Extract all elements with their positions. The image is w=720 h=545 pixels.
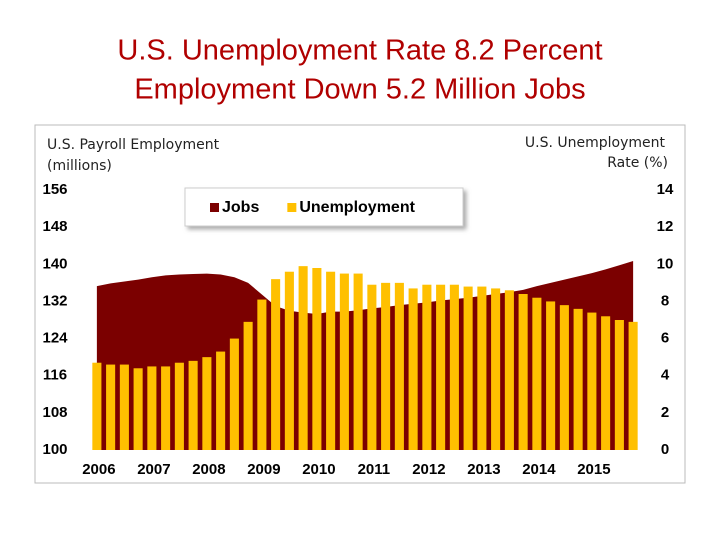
bar — [559, 305, 569, 450]
x-tick-label: 2008 — [192, 461, 225, 478]
x-tick-label: 2014 — [522, 461, 556, 478]
chart-title: U.S. Unemployment Rate 8.2 Percent — [117, 35, 602, 67]
y-axis-label: U.S. Payroll Employment — [47, 137, 220, 153]
bar — [367, 284, 377, 450]
y2-tick-label: 0 — [661, 441, 669, 458]
x-tick-label: 2012 — [412, 461, 445, 478]
y-tick-label: 108 — [42, 404, 67, 421]
bar — [339, 273, 349, 450]
y-tick-label: 132 — [42, 292, 67, 309]
bar — [491, 288, 501, 450]
y2-axis-label: Rate (%) — [607, 155, 668, 171]
bar — [394, 282, 404, 450]
y2-tick-label: 6 — [661, 330, 669, 347]
x-tick-label: 2011 — [358, 461, 391, 478]
legend-swatch — [210, 203, 219, 212]
bar — [271, 279, 281, 450]
legend-swatch — [287, 203, 297, 212]
y2-tick-label: 12 — [657, 218, 674, 235]
y-tick-label: 100 — [42, 441, 67, 458]
bar — [133, 368, 143, 450]
bar — [92, 362, 102, 450]
bar — [119, 364, 129, 450]
legend-label: Unemployment — [299, 199, 415, 216]
legend-label: Jobs — [222, 199, 259, 216]
bar — [381, 282, 391, 450]
bar — [587, 312, 597, 450]
y2-tick-label: 14 — [657, 181, 674, 198]
bar — [546, 301, 556, 450]
y2-axis-label: U.S. Unemployment — [525, 135, 666, 151]
y-tick-label: 156 — [42, 181, 67, 198]
chart-title: Employment Down 5.2 Million Jobs — [134, 74, 585, 106]
bar — [422, 284, 432, 450]
bar — [463, 286, 473, 450]
bar — [147, 366, 157, 450]
bar — [216, 351, 226, 450]
bar — [477, 286, 487, 450]
x-tick-label: 2013 — [467, 461, 500, 478]
bar — [243, 321, 253, 450]
legend-box — [184, 187, 464, 227]
bar — [601, 316, 611, 450]
bar — [408, 288, 418, 450]
bar — [174, 362, 184, 450]
y-tick-label: 124 — [42, 330, 68, 347]
bar — [188, 360, 198, 450]
bar — [312, 268, 322, 450]
bar — [229, 338, 239, 450]
bar — [518, 294, 528, 450]
y2-tick-label: 2 — [661, 404, 669, 421]
bar — [504, 290, 514, 450]
bar — [353, 273, 363, 450]
y-tick-label: 148 — [42, 218, 67, 235]
bar — [284, 271, 294, 450]
bar — [257, 299, 267, 450]
x-tick-label: 2007 — [137, 461, 170, 478]
bar — [628, 321, 638, 450]
bar — [106, 364, 116, 450]
bar — [573, 308, 583, 450]
bar — [436, 284, 446, 450]
bar — [532, 297, 542, 450]
bar — [202, 357, 212, 450]
bar — [161, 366, 171, 450]
x-tick-label: 2015 — [577, 461, 610, 478]
y2-tick-label: 10 — [657, 255, 674, 272]
y-tick-label: 140 — [42, 255, 67, 272]
x-tick-label: 2010 — [302, 461, 335, 478]
x-tick-label: 2009 — [247, 461, 280, 478]
y2-tick-label: 8 — [661, 292, 669, 309]
x-tick-label: 2006 — [82, 461, 115, 478]
y-axis-label: (millions) — [47, 158, 112, 174]
bar — [326, 271, 336, 450]
bar — [614, 320, 624, 450]
y2-tick-label: 4 — [661, 367, 670, 384]
bar — [298, 266, 308, 450]
bar — [449, 284, 459, 450]
y-tick-label: 116 — [43, 367, 67, 384]
